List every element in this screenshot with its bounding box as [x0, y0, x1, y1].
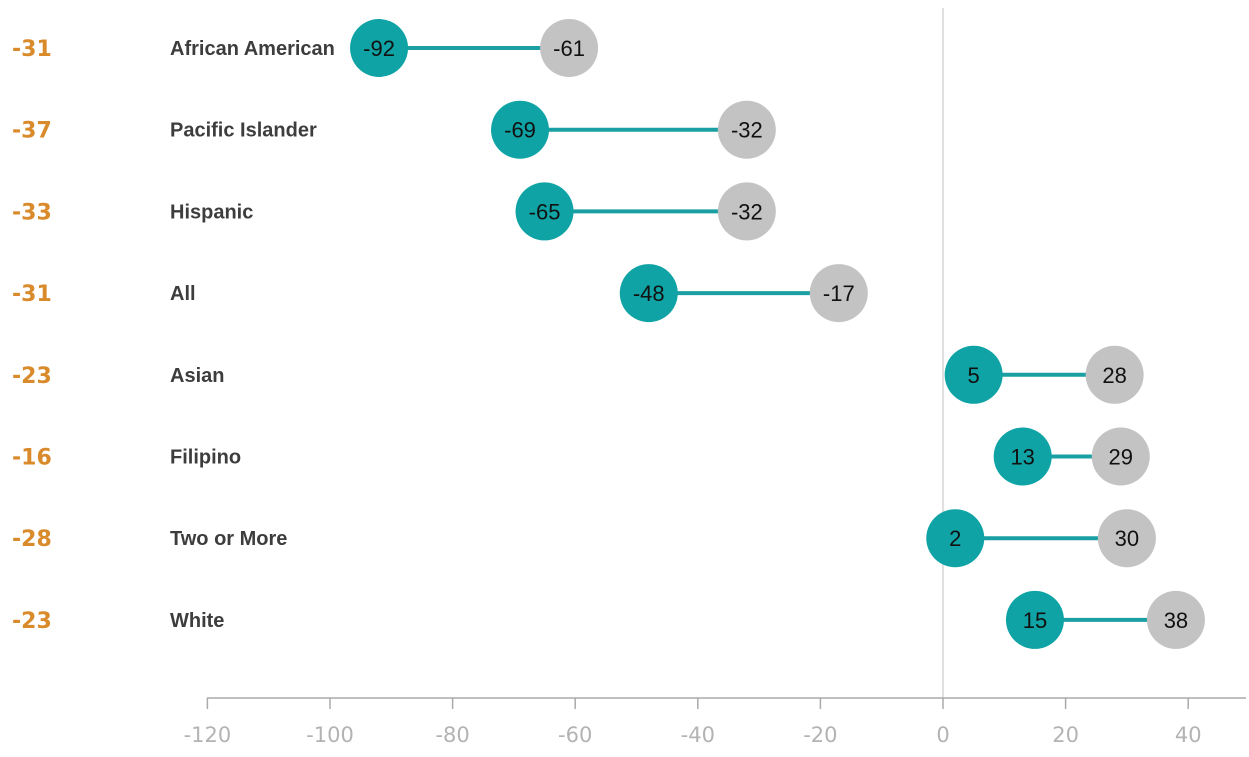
difference-label: -31 [12, 282, 52, 307]
category-label: Asian [170, 365, 224, 387]
series-1-dot [993, 427, 1052, 486]
x-tick-label: 20 [1052, 723, 1079, 747]
series-1-dot [944, 345, 1003, 404]
series-1-value-label: 2 [949, 526, 961, 551]
series-1-value-label: -92 [363, 36, 395, 61]
series-2-dot [1097, 509, 1156, 568]
category-label: African American [170, 38, 335, 60]
series-2-dot [717, 182, 776, 241]
difference-label: -23 [12, 364, 52, 389]
difference-label: -28 [12, 527, 52, 552]
series-2-value-label: -32 [731, 118, 763, 143]
series-1-dot [515, 182, 574, 241]
x-tick-label: -40 [681, 723, 715, 747]
category-label: Pacific Islander [170, 120, 317, 142]
difference-label: -37 [12, 119, 52, 144]
category-label: All [170, 283, 196, 305]
dumbbell-row: -23 White 38 15 [12, 590, 1205, 649]
series-2-value-label: -61 [553, 36, 585, 61]
x-tick-label: -20 [803, 723, 837, 747]
series-1-value-label: -69 [504, 118, 536, 143]
series-1-value-label: -65 [529, 199, 561, 224]
series-2-value-label: -32 [731, 199, 763, 224]
category-label: Two or More [170, 528, 287, 550]
dumbbell-row: -33 Hispanic -32 -65 [12, 182, 776, 241]
series-1-dot [350, 19, 409, 77]
series-2-dot [809, 264, 868, 323]
x-tick-label: -120 [184, 723, 232, 747]
series-1-dot [619, 264, 678, 323]
series-2-dot [717, 100, 776, 159]
x-tick-label: -100 [306, 723, 354, 747]
series-1-dot [491, 100, 550, 159]
series-2-dot [1146, 590, 1205, 649]
dumbbell-row: -23 Asian 28 5 [12, 345, 1144, 404]
category-label: White [170, 610, 224, 632]
dumbbell-row: -16 Filipino 29 13 [12, 427, 1150, 486]
series-2-value-label: 28 [1102, 363, 1126, 388]
dumbbell-row: -37 Pacific Islander -32 -69 [12, 100, 776, 159]
category-label: Filipino [170, 447, 241, 469]
dumbbell-row: -31 African American -61 -92 [12, 19, 599, 77]
series-2-value-label: -17 [823, 281, 855, 306]
series-2-dot [1091, 427, 1150, 486]
dumbbell-row: -28 Two or More 30 2 [12, 509, 1156, 568]
series-2-value-label: 38 [1164, 608, 1188, 633]
difference-label: -23 [12, 609, 52, 634]
series-1-value-label: 15 [1023, 608, 1047, 633]
x-tick-label: -60 [558, 723, 592, 747]
series-2-dot [540, 19, 599, 77]
series-1-dot [1005, 590, 1064, 649]
dumbbell-row: -31 All -17 -48 [12, 264, 868, 323]
series-2-value-label: 29 [1109, 445, 1133, 470]
x-tick-label: 40 [1175, 723, 1202, 747]
x-tick-label: 0 [936, 723, 949, 747]
difference-label: -31 [12, 37, 52, 62]
series-1-dot [926, 509, 985, 568]
difference-label: -33 [12, 200, 52, 225]
series-2-value-label: 30 [1115, 526, 1139, 551]
series-1-value-label: -48 [633, 281, 665, 306]
series-2-dot [1085, 345, 1144, 404]
difference-label: -16 [12, 446, 52, 471]
series-1-value-label: 5 [968, 363, 980, 388]
x-tick-label: -80 [435, 723, 469, 747]
series-1-value-label: 13 [1010, 445, 1034, 470]
category-label: Hispanic [170, 201, 253, 223]
